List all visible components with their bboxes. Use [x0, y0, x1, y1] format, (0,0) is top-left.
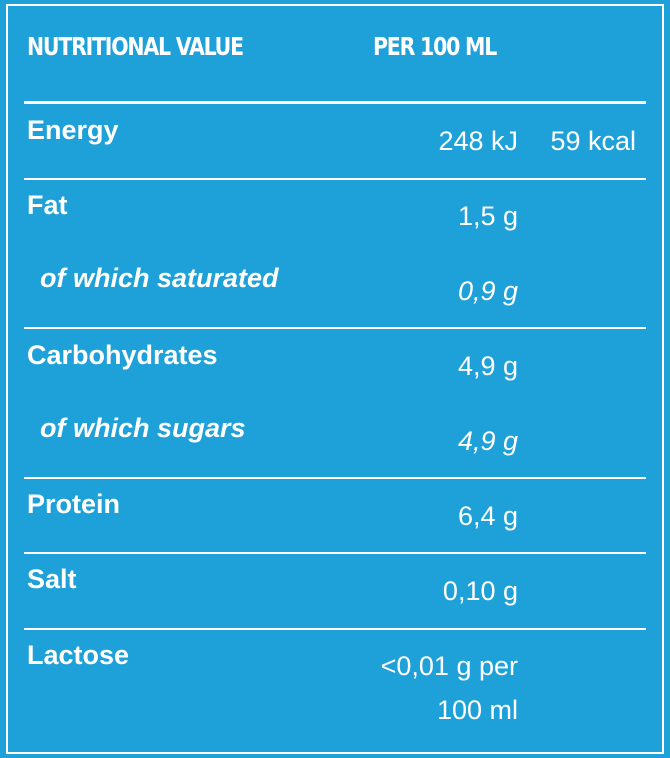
row-value-salt: 0,10 g — [442, 576, 518, 606]
row-label-fat: Fat — [27, 190, 68, 220]
column-header-nutritional-value: NUTRITIONAL VALUE — [27, 32, 244, 61]
row-value-energy-kcal: 59 kcal — [550, 126, 636, 156]
row-value-lactose-line2: 100 ml — [436, 695, 518, 725]
row-value-lactose: <0,01 g per 100 ml — [381, 644, 518, 732]
row-divider — [24, 628, 646, 630]
row-divider — [24, 178, 646, 180]
row-value-fat: 1,5 g — [457, 201, 518, 231]
row-label-carbohydrates: Carbohydrates — [27, 340, 218, 370]
column-header-per-100ml: PER 100 ML — [373, 32, 497, 61]
row-divider — [24, 477, 646, 479]
row-value-lactose-line1: <0,01 g per — [380, 651, 518, 681]
table-border — [6, 4, 664, 754]
row-value-saturated: 0,9 g — [457, 276, 518, 306]
row-label-energy: Energy — [27, 115, 119, 145]
row-value-protein: 6,4 g — [457, 501, 518, 531]
row-divider — [24, 552, 646, 554]
row-value-energy-kj: 248 kJ — [438, 126, 518, 156]
row-label-salt: Salt — [27, 564, 77, 594]
row-label-lactose: Lactose — [27, 640, 130, 670]
row-label-protein: Protein — [27, 489, 121, 519]
row-label-saturated: of which saturated — [40, 263, 279, 293]
row-divider — [24, 327, 646, 329]
row-value-carbohydrates: 4,9 g — [457, 351, 518, 381]
header-divider — [24, 101, 646, 104]
row-value-sugars: 4,9 g — [457, 426, 518, 456]
row-label-sugars: of which sugars — [40, 413, 246, 443]
